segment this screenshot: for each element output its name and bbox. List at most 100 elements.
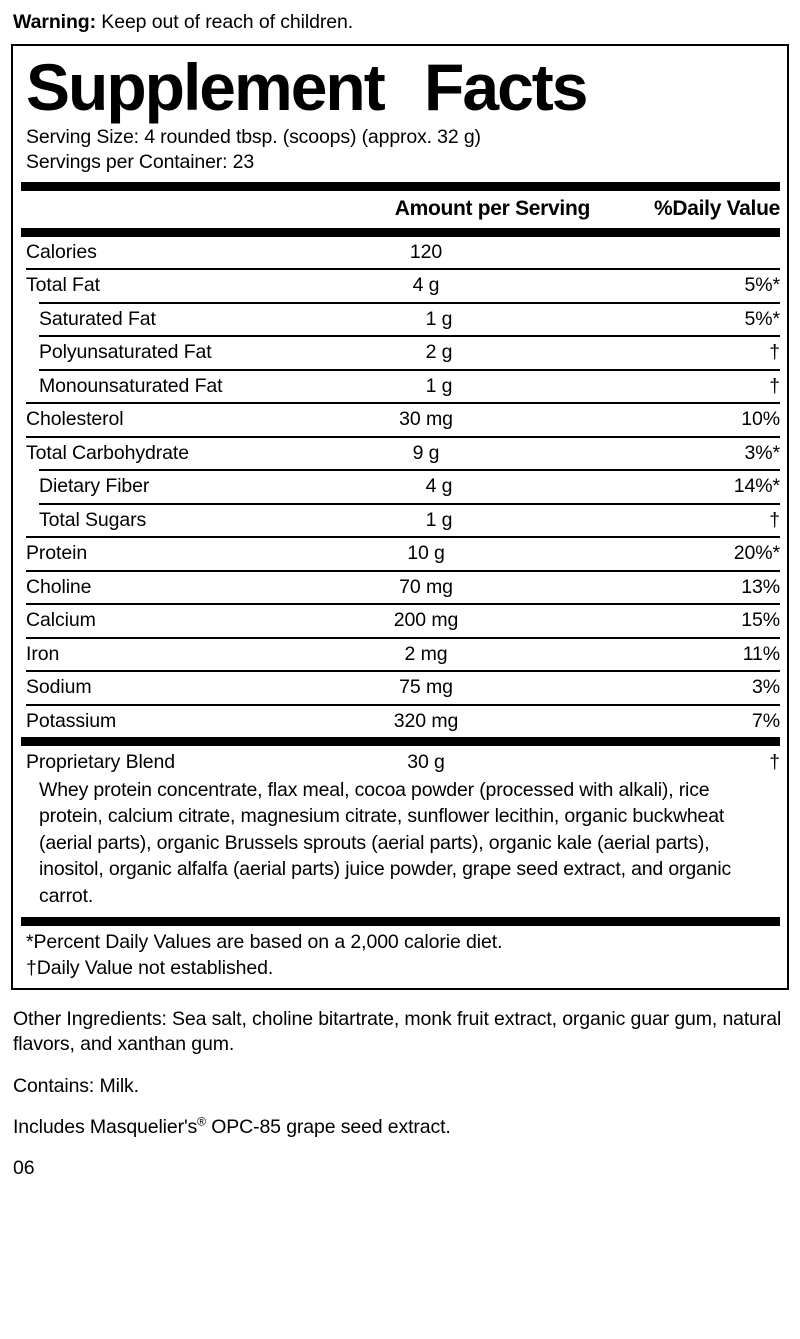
nutrient-amount: 70 mg <box>399 575 453 598</box>
below-panel-text: Other Ingredients: Sea salt, choline bit… <box>11 990 789 1182</box>
nutrient-table: Amount per Serving %Daily Value <box>21 191 781 228</box>
table-header-row: Amount per Serving %Daily Value <box>26 191 781 228</box>
row-divider <box>26 268 780 271</box>
table-row: Cholesterol 30 mg 10% <box>26 404 780 436</box>
nutrient-daily-value: † <box>769 508 780 531</box>
table-row: Total Fat 4 g 5%* <box>26 270 780 302</box>
row-divider <box>26 402 780 405</box>
nutrient-amount: 10 g <box>407 542 445 565</box>
nutrient-name: Cholesterol <box>26 408 124 431</box>
nutrient-name: Total Carbohydrate <box>26 441 189 464</box>
panel-title-supplement: Supplement <box>26 49 386 124</box>
includes-statement: Includes Masquelier's® OPC-85 grape seed… <box>13 1099 787 1140</box>
rule-above-footnotes <box>21 917 780 927</box>
panel-title-facts: Facts <box>424 49 588 124</box>
rule-below-header <box>21 227 780 237</box>
row-divider <box>39 335 780 338</box>
nutrient-daily-value: 5%* <box>744 274 781 297</box>
nutrient-name: Potassium <box>26 709 117 732</box>
nutrient-name: Monounsaturated Fat <box>39 374 223 397</box>
includes-prefix: Includes Masquelier's <box>13 1115 198 1138</box>
blend-daily-value: † <box>769 751 780 774</box>
nutrient-daily-value: † <box>769 341 780 364</box>
row-divider <box>39 301 780 304</box>
nutrient-daily-value: 13% <box>741 575 780 598</box>
table-row: Choline 70 mg 13% <box>26 572 780 604</box>
footnotes: *Percent Daily Values are based on a 2,0… <box>21 926 780 988</box>
blend-amount: 30 g <box>407 751 445 774</box>
nutrient-daily-value: 14%* <box>733 475 780 498</box>
row-divider <box>26 670 780 673</box>
row-divider <box>26 569 780 572</box>
nutrient-amount: 120 <box>409 240 443 263</box>
table-row: Sodium 75 mg 3% <box>26 672 780 704</box>
nutrient-amount: 320 mg <box>393 709 459 732</box>
row-divider <box>26 636 780 639</box>
nutrient-name: Dietary Fiber <box>39 475 150 498</box>
row-divider <box>26 603 780 606</box>
blend-ingredients: Whey protein concentrate, flax meal, coc… <box>39 778 732 907</box>
table-row: Protein 10 g 20%* <box>26 538 780 570</box>
panel-title: Supplement Facts <box>21 46 780 122</box>
rule-above-header <box>21 181 780 191</box>
table-row: Monounsaturated Fat 1 g † <box>26 371 780 403</box>
nutrient-amount: 1 g <box>425 508 453 531</box>
revision-code: 06 <box>13 1157 35 1180</box>
nutrient-name: Iron <box>26 642 60 665</box>
table-row: Potassium 320 mg 7% <box>26 706 780 738</box>
rule-above-blend <box>21 737 780 747</box>
table-row: Calories 120 <box>26 237 780 269</box>
nutrient-amount: 30 mg <box>399 408 453 431</box>
nutrient-name: Saturated Fat <box>39 307 156 330</box>
footnote-asterisk: *Percent Daily Values are based on a 2,0… <box>26 931 503 954</box>
nutrient-amount: 2 g <box>425 341 453 364</box>
nutrient-daily-value: 11% <box>742 642 780 665</box>
nutrient-daily-value: 7% <box>752 709 780 732</box>
nutrient-name: Calcium <box>26 609 96 632</box>
nutrient-amount: 200 mg <box>393 609 459 632</box>
contains-statement: Contains: Milk. <box>13 1074 139 1097</box>
includes-suffix: OPC-85 grape seed extract. <box>205 1115 451 1138</box>
table-row: Total Sugars 1 g † <box>26 505 780 537</box>
table-row: Polyunsaturated Fat 2 g † <box>26 337 780 369</box>
header-amount-per-serving: Amount per Serving <box>394 196 591 220</box>
proprietary-blend-row: Proprietary Blend 30 g † <box>21 746 780 776</box>
nutrient-amount: 1 g <box>425 307 453 330</box>
nutrient-name: Choline <box>26 575 92 598</box>
table-row: Iron 2 mg 11% <box>26 639 780 671</box>
nutrient-daily-value: 5%* <box>744 307 781 330</box>
row-divider <box>26 435 780 438</box>
nutrient-amount: 75 mg <box>399 676 453 699</box>
nutrient-amount: 9 g <box>412 441 440 464</box>
header-daily-value: %Daily Value <box>654 196 780 220</box>
nutrient-amount: 4 g <box>425 475 453 498</box>
nutrient-daily-value: 20%* <box>733 542 780 565</box>
nutrient-daily-value: 15% <box>741 609 780 632</box>
footnote-dagger: †Daily Value not established. <box>26 956 274 979</box>
table-row: Calcium 200 mg 15% <box>26 605 780 637</box>
nutrient-daily-value: 3%* <box>744 441 781 464</box>
serving-info: Serving Size: 4 rounded tbsp. (scoops) (… <box>21 121 780 182</box>
table-row: Dietary Fiber 4 g 14%* <box>26 471 780 503</box>
nutrient-name: Total Sugars <box>39 508 147 531</box>
nutrient-amount: 2 mg <box>404 642 448 665</box>
panel-title-spacer <box>384 50 424 124</box>
warning-text: Keep out of reach of children. <box>95 11 354 33</box>
nutrient-name: Polyunsaturated Fat <box>39 341 212 364</box>
servings-per-container: Servings per Container: 23 <box>26 150 255 173</box>
nutrient-amount: 4 g <box>412 274 440 297</box>
nutrient-name: Total Fat <box>26 274 100 297</box>
supplement-facts-panel: Supplement Facts Serving Size: 4 rounded… <box>11 43 789 990</box>
row-divider <box>39 469 780 472</box>
nutrient-daily-value: 10% <box>741 408 780 431</box>
warning-statement: Warning: Keep out of reach of children. <box>11 0 789 44</box>
nutrient-name: Sodium <box>26 676 92 699</box>
row-divider <box>39 368 780 371</box>
serving-size: Serving Size: 4 rounded tbsp. (scoops) (… <box>26 126 481 149</box>
row-divider <box>39 502 780 505</box>
warning-label: Warning: <box>13 11 96 33</box>
nutrient-amount: 1 g <box>425 374 453 397</box>
nutrient-daily-value: 3% <box>752 676 780 699</box>
row-divider <box>26 703 780 706</box>
